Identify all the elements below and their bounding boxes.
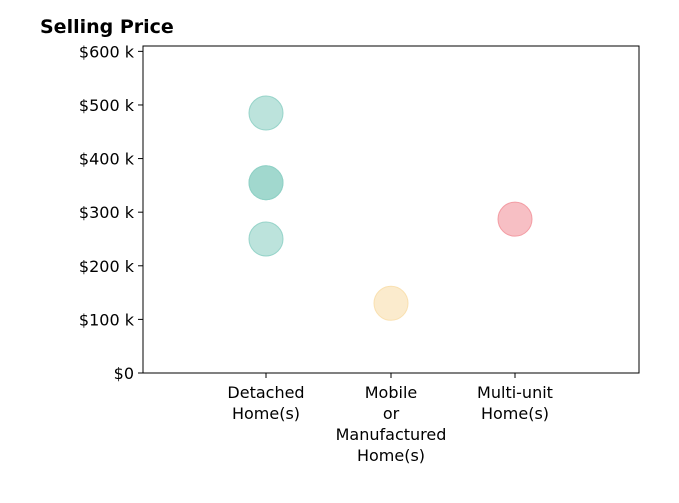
data-points [248, 95, 533, 321]
y-tick-label: $100 k [79, 310, 135, 329]
x-axis: Detached Home(s) Mobile or Manufactured Home(… [227, 373, 553, 465]
y-tick-label: $600 k [79, 42, 135, 61]
data-point [248, 221, 284, 257]
data-point [248, 165, 284, 201]
data-point [373, 285, 409, 321]
x-tick-label: Multi-unit Home(s) [477, 383, 553, 423]
y-tick-label: $0 [114, 364, 134, 383]
plot-frame [142, 45, 640, 374]
y-axis: $0 $100 k $200 k $300 k $400 k $500 k $600 k [79, 42, 143, 383]
x-tick-label: Detached Home(s) [227, 383, 304, 423]
x-tick-label: Mobile or Manufactured Home(s) [336, 383, 447, 465]
data-point [497, 201, 533, 237]
y-tick-label: $400 k [79, 150, 135, 169]
y-tick-label: $200 k [79, 257, 135, 276]
chart-title: Selling Price [40, 16, 174, 38]
data-point [248, 95, 284, 131]
y-tick-label: $500 k [79, 96, 135, 115]
y-tick-label: $300 k [79, 203, 135, 222]
